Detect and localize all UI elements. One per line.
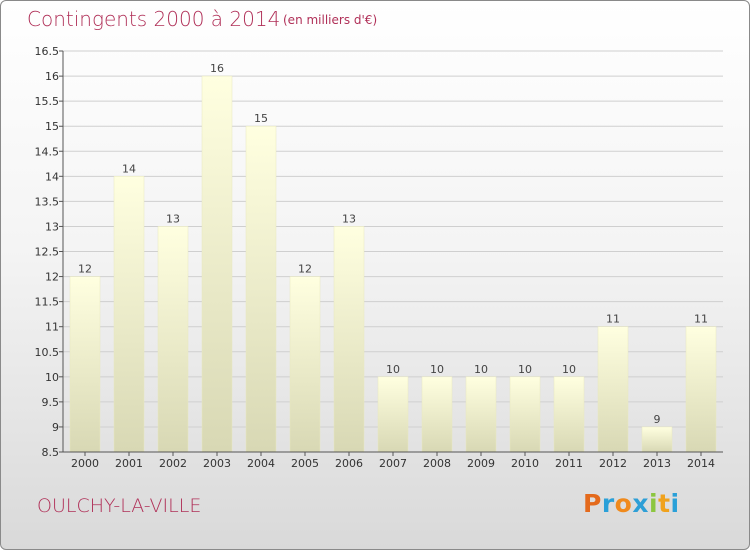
y-tick-label: 10.5 bbox=[35, 346, 60, 359]
logo-letter: r bbox=[601, 489, 615, 518]
x-tick-label: 2010 bbox=[511, 457, 539, 470]
y-tick-label: 11 bbox=[45, 321, 59, 334]
data-label: 10 bbox=[430, 363, 444, 376]
logo-letter: t bbox=[658, 489, 671, 518]
y-tick-label: 13 bbox=[45, 220, 59, 233]
y-tick-label: 13.5 bbox=[35, 195, 60, 208]
data-label: 16 bbox=[210, 62, 224, 75]
data-labels: 12 14 13 16 15 12 13 10 10 10 10 10 11 9 11 bbox=[78, 62, 708, 426]
x-tick-label: 2006 bbox=[335, 457, 363, 470]
chart-title: Contingents 2000 à 2014 bbox=[27, 7, 281, 31]
x-tick-label: 2014 bbox=[687, 457, 715, 470]
data-label: 12 bbox=[298, 263, 312, 276]
x-tick-label: 2003 bbox=[203, 457, 231, 470]
bar-2006 bbox=[333, 226, 365, 453]
y-tick-label: 9.5 bbox=[42, 396, 60, 409]
data-label: 12 bbox=[78, 263, 92, 276]
x-tick-label: 2005 bbox=[291, 457, 319, 470]
x-tick-label: 2000 bbox=[71, 457, 99, 470]
y-tick-label: 14 bbox=[45, 170, 59, 183]
y-tick-label: 15.5 bbox=[35, 95, 60, 108]
x-tick-label: 2008 bbox=[423, 457, 451, 470]
y-tick-label: 11.5 bbox=[35, 296, 60, 309]
data-label: 9 bbox=[654, 413, 661, 426]
data-label: 10 bbox=[386, 363, 400, 376]
chart-subtitle: (en milliers d'€) bbox=[283, 13, 378, 27]
bar-2000 bbox=[69, 276, 101, 453]
data-label: 13 bbox=[166, 212, 180, 225]
bar-2007 bbox=[377, 376, 409, 453]
bars bbox=[69, 75, 717, 453]
bar-2011 bbox=[553, 376, 585, 453]
y-tick-label: 12 bbox=[45, 271, 59, 284]
axes: 8.599.51010.51111.51212.51313.51414.5151… bbox=[35, 45, 723, 470]
bar-2009 bbox=[465, 376, 497, 453]
data-label: 11 bbox=[694, 313, 708, 326]
x-tick-label: 2009 bbox=[467, 457, 495, 470]
x-tick-label: 2002 bbox=[159, 457, 187, 470]
x-tick-label: 2011 bbox=[555, 457, 583, 470]
data-label: 15 bbox=[254, 112, 268, 125]
bar-2010 bbox=[509, 376, 541, 453]
y-tick-label: 14.5 bbox=[35, 145, 60, 158]
logo-letter: o bbox=[614, 489, 633, 518]
bar-2004 bbox=[245, 125, 277, 453]
bar-2003 bbox=[201, 75, 233, 453]
data-label: 10 bbox=[518, 363, 532, 376]
data-label: 10 bbox=[562, 363, 576, 376]
y-tick-label: 15 bbox=[45, 120, 59, 133]
place-name: OULCHY-LA-VILLE bbox=[37, 495, 202, 517]
logo-letter: i bbox=[670, 489, 680, 518]
x-tick-label: 2013 bbox=[643, 457, 671, 470]
bar-2008 bbox=[421, 376, 453, 453]
x-tick-label: 2001 bbox=[115, 457, 143, 470]
y-tick-label: 10 bbox=[45, 371, 59, 384]
bar-2013 bbox=[641, 426, 673, 453]
bar-2005 bbox=[289, 276, 321, 453]
bar-2001 bbox=[113, 176, 145, 453]
y-tick-label: 16 bbox=[45, 70, 59, 83]
data-label: 13 bbox=[342, 212, 356, 225]
data-label: 10 bbox=[474, 363, 488, 376]
data-label: 14 bbox=[122, 162, 136, 175]
data-label: 11 bbox=[606, 313, 620, 326]
proxiti-logo[interactable]: Proxiti bbox=[583, 489, 680, 518]
bar-2002 bbox=[157, 226, 189, 453]
x-tick-label: 2012 bbox=[599, 457, 627, 470]
logo-letter: P bbox=[583, 489, 602, 518]
x-tick-label: 2004 bbox=[247, 457, 275, 470]
x-tick-label: 2007 bbox=[379, 457, 407, 470]
logo-letter: i bbox=[649, 489, 659, 518]
bar-2012 bbox=[597, 326, 629, 453]
y-tick-label: 9 bbox=[52, 421, 59, 434]
logo-letter: x bbox=[632, 489, 649, 518]
bar-2014 bbox=[685, 326, 717, 453]
y-tick-label: 16.5 bbox=[35, 45, 60, 58]
y-tick-label: 8.5 bbox=[42, 446, 60, 459]
y-tick-label: 12.5 bbox=[35, 246, 60, 259]
